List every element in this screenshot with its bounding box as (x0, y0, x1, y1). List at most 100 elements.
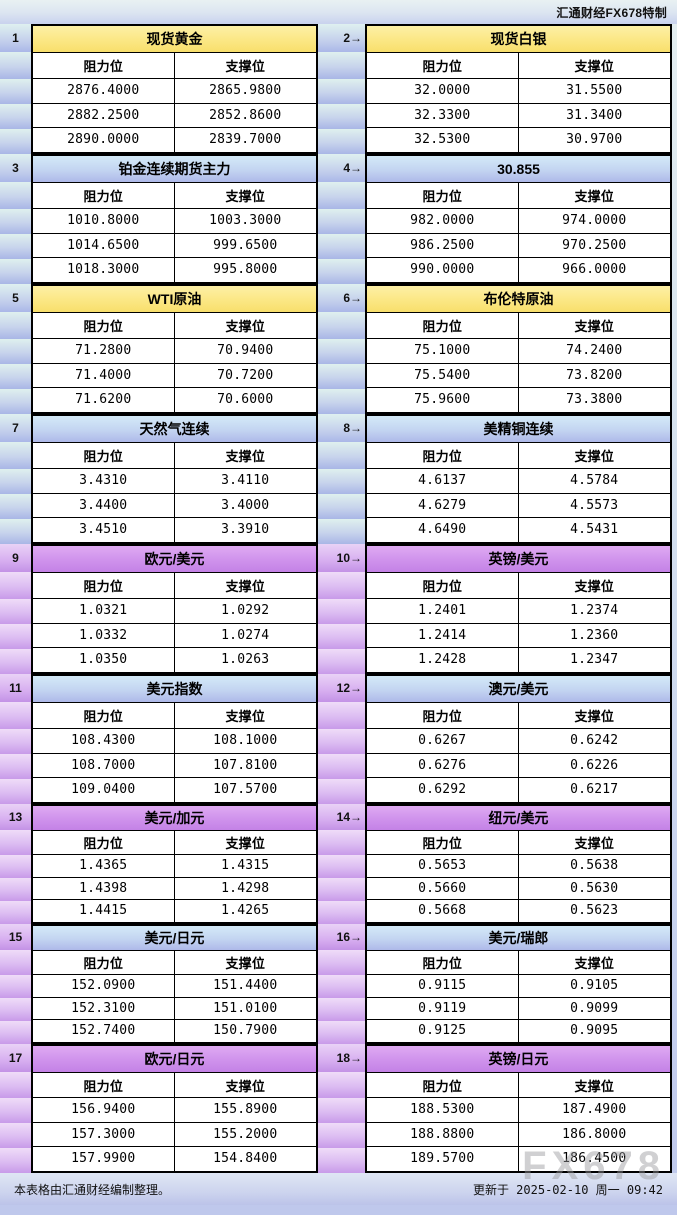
support-value: 0.9105 (570, 978, 619, 994)
resistance-value: 3.4310 (33, 469, 175, 493)
support-value: 186.8000 (562, 1126, 627, 1142)
table-row: 75.5400 73.8200 (367, 363, 670, 388)
resistance-value: 189.5700 (367, 1146, 519, 1172)
table-row: 1018.3000 995.8000 (33, 257, 316, 282)
column-header-resistance: 阻力位 (33, 831, 175, 855)
gutter-left: 13 (0, 804, 31, 924)
column-header-support: 支撑位 (174, 573, 316, 599)
gutter-middle: 6→ (318, 284, 365, 414)
instrument-title[interactable]: 英镑/日元 (367, 1046, 670, 1073)
support-value: 74.2400 (566, 343, 623, 359)
table-row: 990.0000 966.0000 (367, 257, 670, 282)
gutter-cell (318, 1021, 365, 1044)
resistance-value: 0.9125 (367, 1019, 519, 1042)
support-value: 0.6226 (570, 757, 619, 773)
support-value: 155.2000 (213, 1126, 278, 1142)
support-value: 4.5784 (570, 473, 619, 489)
support-value: 151.0100 (213, 1000, 278, 1016)
resistance-value: 32.5300 (367, 127, 519, 152)
quote-table: 澳元/美元 阻力位 支撑位 0.6267 0.6242 0.6276 0.6226 0.629… (365, 674, 672, 804)
gutter-cell (0, 104, 31, 129)
row-index-label: 15 (0, 924, 31, 950)
support-value: 0.5623 (570, 903, 619, 919)
table-row: 4.6279 4.5573 (367, 493, 670, 518)
table-row: 152.3100 151.0100 (33, 997, 316, 1020)
gutter-cell (0, 389, 31, 414)
support-value: 0.9099 (570, 1000, 619, 1016)
gutter-cell (0, 469, 31, 494)
gutter-cell (318, 182, 365, 209)
gutter-cell (0, 729, 31, 754)
table-row: 1.4398 1.4298 (33, 877, 316, 900)
instrument-title[interactable]: 现货黄金 (33, 26, 316, 53)
quote-table: 铂金连续期货主力 阻力位 支撑位 1010.8000 1003.3000 1014.650… (31, 154, 318, 284)
instrument-title[interactable]: 美精铜连续 (367, 416, 670, 443)
column-header-resistance: 阻力位 (367, 573, 519, 599)
instrument-title[interactable]: 欧元/日元 (33, 1046, 316, 1073)
column-header-resistance: 阻力位 (367, 831, 519, 855)
instrument-title[interactable]: 美元/瑞郎 (367, 926, 670, 951)
table-row: 32.0000 31.5500 (367, 79, 670, 104)
row-index-label: 11 (0, 674, 31, 702)
instrument-title[interactable]: 澳元/美元 (367, 676, 670, 703)
gutter-cell (0, 950, 31, 975)
gutter-cell (0, 649, 31, 674)
resistance-value: 0.6276 (367, 753, 519, 777)
instrument-title[interactable]: 美元/日元 (33, 926, 316, 951)
support-value: 999.6500 (213, 237, 278, 253)
resistance-value: 108.7000 (33, 753, 175, 777)
support-value: 1.0274 (221, 627, 270, 643)
support-value: 974.0000 (562, 213, 627, 229)
table-row: 2890.0000 2839.7000 (33, 127, 316, 152)
support-value: 1.4298 (221, 880, 270, 896)
table-row: 1.4415 1.4265 (33, 899, 316, 922)
row-index-label: 6→ (318, 284, 365, 312)
gutter-cell (0, 519, 31, 544)
row-index-label: 12→ (318, 674, 365, 702)
instrument-title[interactable]: 现货白银 (367, 26, 670, 53)
column-header-support: 支撑位 (174, 951, 316, 975)
quote-table: WTI原油 阻力位 支撑位 71.2800 70.9400 71.4000 70.7200 7… (31, 284, 318, 414)
instrument-title[interactable]: 30.855 (367, 156, 670, 183)
instrument-title[interactable]: 纽元/美元 (367, 806, 670, 831)
row-index-label: 17 (0, 1044, 31, 1072)
gutter-cell (318, 1148, 365, 1173)
instrument-title[interactable]: 布伦特原油 (367, 286, 670, 313)
row-index-label: 14→ (318, 804, 365, 830)
resistance-value: 71.2800 (33, 339, 175, 363)
row-index-label: 4→ (318, 154, 365, 182)
gutter-cell (318, 1123, 365, 1148)
column-header-resistance: 阻力位 (367, 1073, 519, 1098)
table-row: 1014.6500 999.6500 (33, 233, 316, 258)
quote-table: 现货白银 阻力位 支撑位 32.0000 31.5500 32.3300 31.3400 32… (365, 24, 672, 154)
resistance-value: 3.4510 (33, 517, 175, 542)
gutter-cell (0, 779, 31, 804)
table-row: 0.6276 0.6226 (367, 753, 670, 778)
instrument-title[interactable]: 美元指数 (33, 676, 316, 703)
gutter-cell (318, 129, 365, 154)
table-row: 157.9900 154.8400 (33, 1146, 316, 1172)
footer-note: 本表格由汇通财经编制整理。 (14, 1182, 171, 1197)
instrument-title[interactable]: 欧元/美元 (33, 546, 316, 573)
instrument-title[interactable]: 英镑/美元 (367, 546, 670, 573)
gutter-cell (0, 259, 31, 284)
column-header-support: 支撑位 (174, 703, 316, 729)
instrument-title[interactable]: 铂金连续期货主力 (33, 156, 316, 183)
gutter-left: 7 (0, 414, 31, 544)
row-index-label: 5 (0, 284, 31, 312)
table-row: 3.4510 3.3910 (33, 517, 316, 542)
table-row: 32.5300 30.9700 (367, 127, 670, 152)
support-value: 155.8900 (213, 1102, 278, 1118)
gutter-cell (318, 729, 365, 754)
support-value: 970.2500 (562, 237, 627, 253)
gutter-left: 15 (0, 924, 31, 1044)
resistance-value: 990.0000 (367, 257, 519, 282)
support-value: 4.5431 (570, 522, 619, 538)
instrument-title[interactable]: 天然气连续 (33, 416, 316, 443)
gutter-cell (318, 259, 365, 284)
table-row: 2876.4000 2865.9800 (33, 79, 316, 104)
instrument-title[interactable]: WTI原油 (33, 286, 316, 313)
quote-pair-row: 13 美元/加元 阻力位 支撑位 1.4365 1.4315 1.4398 1.4298 1.4… (0, 804, 677, 924)
resistance-value: 1.2414 (367, 623, 519, 647)
instrument-title[interactable]: 美元/加元 (33, 806, 316, 831)
